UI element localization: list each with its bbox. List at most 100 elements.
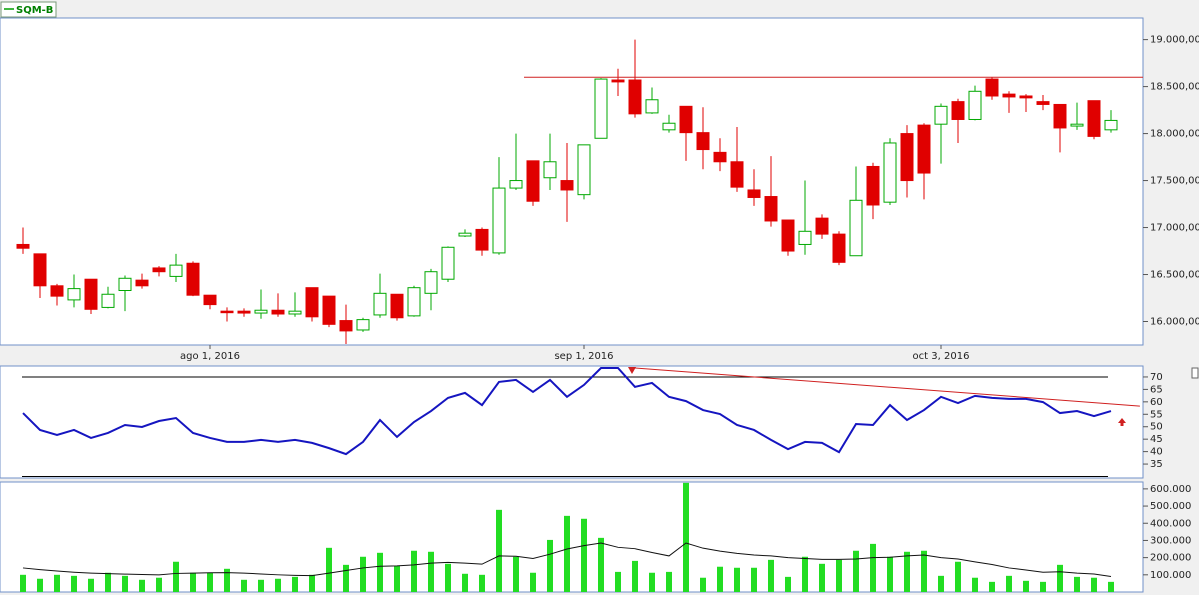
volume-bar bbox=[802, 556, 808, 592]
volume-bar bbox=[479, 574, 485, 592]
volume-bar bbox=[615, 571, 621, 592]
candle-body bbox=[33, 253, 47, 287]
candle-body bbox=[475, 228, 489, 251]
candle-body bbox=[186, 262, 200, 296]
candle-body bbox=[1053, 103, 1067, 129]
volume-bar bbox=[734, 567, 740, 592]
volume-bar bbox=[700, 577, 706, 592]
y-tick-label: 16.500,00 bbox=[1150, 270, 1199, 281]
volume-bar bbox=[88, 578, 94, 592]
candle-body bbox=[1019, 95, 1033, 99]
candle-body bbox=[135, 279, 149, 287]
candle-body bbox=[16, 243, 30, 249]
y-tick-label: 50 bbox=[1150, 422, 1163, 433]
candle-body bbox=[526, 160, 540, 202]
volume-bar bbox=[530, 572, 536, 592]
volume-bar bbox=[428, 551, 434, 592]
rsi-panel bbox=[0, 365, 1144, 479]
candle-body bbox=[509, 180, 523, 189]
volume-bar bbox=[768, 559, 774, 592]
candle-body bbox=[424, 271, 438, 294]
volume-bar bbox=[819, 563, 825, 592]
volume-bar bbox=[1023, 580, 1029, 592]
candle-body bbox=[152, 267, 166, 273]
volume-bar bbox=[37, 578, 43, 592]
candle-body bbox=[713, 151, 727, 163]
candle-body bbox=[322, 295, 336, 325]
candle-body bbox=[407, 287, 421, 317]
candle-body bbox=[339, 320, 353, 332]
volume-bar bbox=[377, 552, 383, 592]
candle-body bbox=[220, 310, 234, 314]
volume-bar bbox=[581, 518, 587, 592]
candle-body bbox=[1087, 100, 1101, 137]
candle-body bbox=[543, 161, 557, 179]
volume-bar bbox=[326, 547, 332, 592]
volume-bar bbox=[343, 564, 349, 592]
volume-bar bbox=[190, 572, 196, 592]
y-tick-label: 19.000,00 bbox=[1150, 35, 1199, 46]
y-tick-label: 500.000 bbox=[1150, 501, 1191, 512]
candle-body bbox=[798, 230, 812, 245]
candle-body bbox=[84, 278, 98, 310]
volume-bar bbox=[887, 556, 893, 592]
signal-down bbox=[628, 367, 636, 374]
volume-bar bbox=[513, 556, 519, 592]
volume-bar bbox=[309, 574, 315, 592]
volume-bar bbox=[156, 577, 162, 592]
volume-bar bbox=[224, 568, 230, 592]
volume-bar bbox=[241, 579, 247, 592]
y-tick-label: 17.000,00 bbox=[1150, 223, 1199, 234]
candle-body bbox=[560, 180, 574, 191]
y-tick-label: 300.000 bbox=[1150, 535, 1191, 546]
volume-bar bbox=[938, 575, 944, 592]
volume-bar bbox=[598, 537, 604, 592]
y-tick-label: 18.500,00 bbox=[1150, 82, 1199, 93]
volume-bar bbox=[870, 543, 876, 592]
candle-body bbox=[50, 285, 64, 297]
candle-body bbox=[628, 79, 642, 115]
candle-body bbox=[917, 124, 931, 174]
candle-body bbox=[1104, 119, 1118, 131]
volume-bar bbox=[717, 566, 723, 592]
candle-body bbox=[781, 219, 795, 252]
candle-body bbox=[747, 189, 761, 198]
volume-bar bbox=[462, 573, 468, 592]
volume-bar bbox=[1074, 576, 1080, 592]
volume-bar bbox=[496, 509, 502, 592]
volume-bar bbox=[547, 539, 553, 592]
candle-body bbox=[305, 287, 319, 318]
candle-body bbox=[611, 79, 625, 83]
candle-body bbox=[968, 90, 982, 120]
candle-body bbox=[730, 161, 744, 188]
chart-title: SQM-B bbox=[16, 5, 53, 16]
y-tick-label: 45 bbox=[1150, 434, 1163, 445]
candle-body bbox=[900, 133, 914, 182]
candle-body bbox=[883, 142, 897, 203]
y-tick-label: 40 bbox=[1150, 447, 1163, 458]
volume-bar bbox=[207, 572, 213, 592]
volume-bar bbox=[904, 551, 910, 592]
volume-bar bbox=[394, 565, 400, 592]
candle-body bbox=[441, 246, 455, 280]
volume-bar bbox=[989, 581, 995, 592]
candle-body bbox=[849, 199, 863, 257]
candle-body bbox=[1002, 93, 1016, 98]
candle-body bbox=[67, 288, 81, 301]
candle-body bbox=[390, 293, 404, 319]
panel-icon bbox=[1191, 367, 1199, 379]
candle-body bbox=[271, 309, 285, 315]
candle-body bbox=[985, 78, 999, 97]
y-tick-label: 55 bbox=[1150, 409, 1163, 420]
volume-bar bbox=[411, 550, 417, 592]
volume-bar bbox=[836, 559, 842, 592]
candle-body bbox=[254, 309, 268, 314]
candle-body bbox=[832, 233, 846, 263]
candle-body bbox=[815, 217, 829, 235]
volume-bar bbox=[71, 575, 77, 592]
volume-bar bbox=[1006, 575, 1012, 592]
volume-bar bbox=[20, 574, 26, 592]
candle-body bbox=[679, 105, 693, 134]
candle-body bbox=[373, 292, 387, 316]
